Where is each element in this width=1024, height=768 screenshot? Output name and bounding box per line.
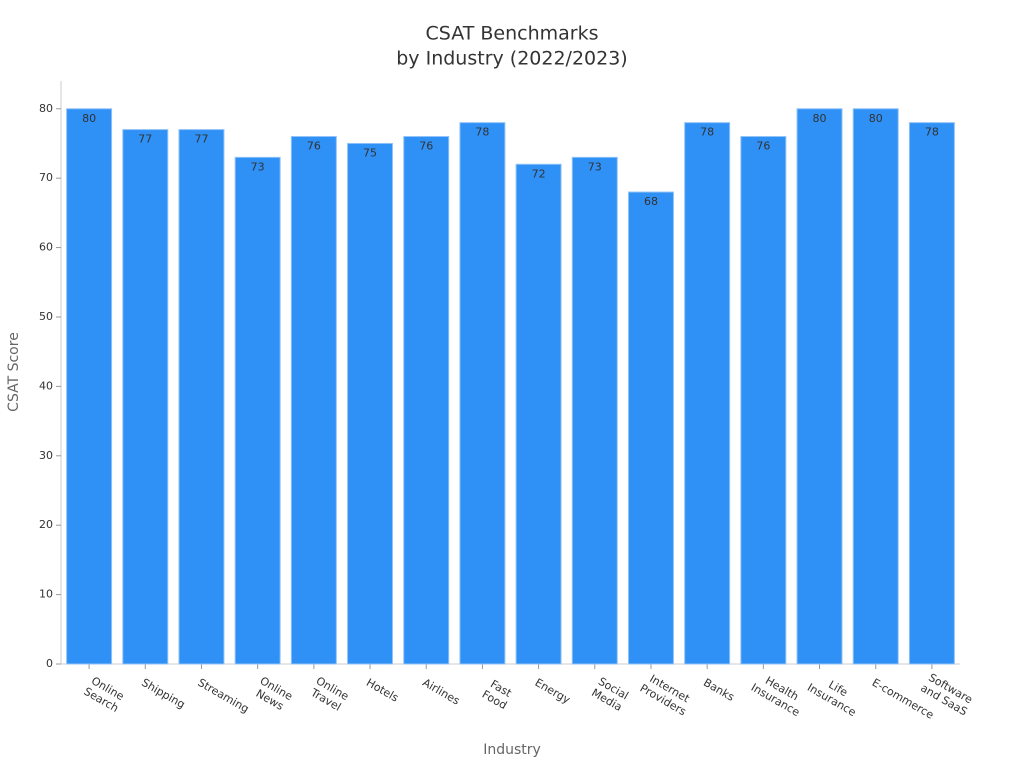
- bar: [571, 156, 618, 665]
- bar: [852, 108, 899, 665]
- bar: [908, 122, 955, 665]
- value-label: 73: [588, 160, 602, 173]
- bar: [66, 108, 113, 665]
- chart-title: CSAT Benchmarks: [426, 23, 599, 45]
- y-axis-label: CSAT Score: [6, 332, 22, 412]
- bar: [627, 191, 674, 665]
- value-label: 68: [644, 195, 658, 208]
- value-label: 73: [251, 160, 265, 173]
- bar: [290, 136, 337, 665]
- x-tick-label: Shipping: [139, 676, 187, 711]
- value-label: 80: [813, 112, 827, 125]
- value-label: 78: [700, 126, 714, 139]
- y-tick-label: 50: [39, 310, 53, 323]
- y-tick-label: 40: [39, 379, 53, 392]
- value-label: 72: [532, 167, 546, 180]
- y-tick-label: 60: [39, 241, 53, 254]
- bar: [347, 142, 394, 665]
- value-label: 75: [363, 146, 377, 159]
- value-label: 78: [475, 126, 489, 139]
- bar: [234, 156, 281, 665]
- bar: [122, 129, 169, 665]
- x-tick-label: Banks: [701, 676, 737, 704]
- value-label: 78: [925, 126, 939, 139]
- y-tick-label: 80: [39, 102, 53, 115]
- x-tick-label: Streaming: [195, 676, 251, 716]
- y-tick-label: 30: [39, 449, 53, 462]
- value-label: 76: [756, 140, 770, 153]
- bar: [740, 136, 787, 665]
- y-tick-label: 70: [39, 171, 53, 184]
- value-label: 80: [869, 112, 883, 125]
- bar: [178, 129, 225, 665]
- chart-title: by Industry (2022/2023): [396, 48, 627, 70]
- bar: [515, 163, 562, 665]
- bar: [796, 108, 843, 665]
- x-tick-label: Energy: [533, 676, 573, 707]
- value-label: 76: [307, 140, 321, 153]
- bar: [459, 122, 506, 665]
- y-tick-label: 20: [39, 518, 53, 531]
- y-tick-label: 10: [39, 588, 53, 601]
- x-tick-label: Airlines: [420, 676, 462, 708]
- bar: [403, 136, 450, 665]
- bar: [684, 122, 731, 665]
- x-tick-label: Hotels: [364, 676, 401, 705]
- y-tick-label: 0: [46, 657, 53, 670]
- value-label: 77: [194, 133, 208, 146]
- value-label: 77: [138, 133, 152, 146]
- x-axis-label: Industry: [483, 742, 541, 758]
- value-label: 80: [82, 112, 96, 125]
- value-label: 76: [419, 140, 433, 153]
